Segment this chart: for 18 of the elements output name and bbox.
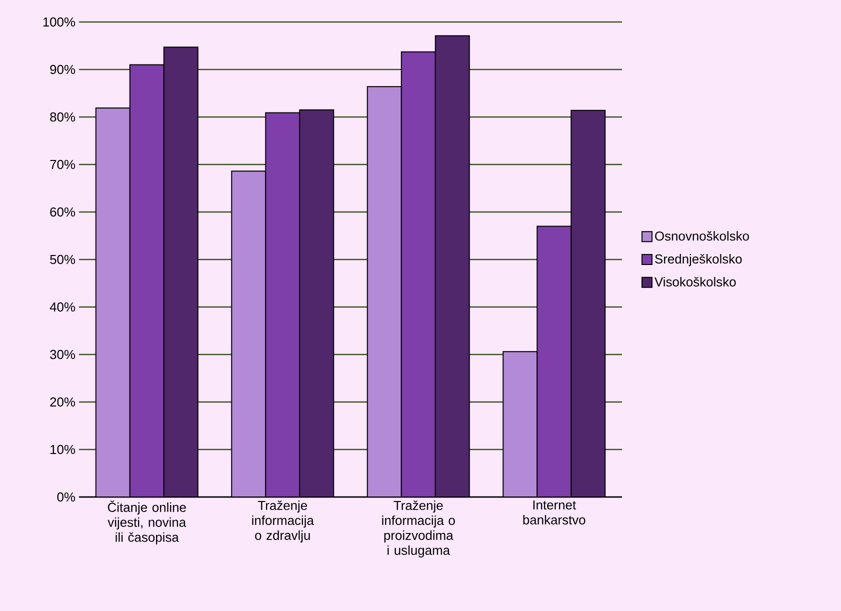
legend-label: Srednješkolsko <box>655 254 742 266</box>
x-tick-label: Traženje informacija o zdravlju <box>252 500 314 543</box>
legend-label: Osnovnoškolsko <box>655 231 749 241</box>
y-tick-label: 20% <box>50 397 76 407</box>
y-tick-label: 100% <box>43 17 76 27</box>
y-tick-label: 60% <box>50 207 76 217</box>
y-tick-label: 30% <box>50 350 76 360</box>
y-tick-label: 40% <box>50 302 76 312</box>
legend-label: Visokoškolsko <box>654 276 736 286</box>
x-tick-label: Čitanje online vijesti, novina ili časopisa <box>108 500 186 544</box>
y-tick-label: 50% <box>50 254 76 264</box>
y-tick-label: 90% <box>50 64 76 74</box>
x-tick-label: Traženje informacija o proizvodima i uslugama <box>382 500 455 558</box>
x-tick-label: Internet bankarstvo <box>523 500 586 524</box>
y-tick-label: 70% <box>50 160 76 170</box>
y-tick-label: 80% <box>50 112 76 122</box>
y-tick-label: 10% <box>50 444 76 454</box>
y-tick-label: 0% <box>57 492 76 502</box>
